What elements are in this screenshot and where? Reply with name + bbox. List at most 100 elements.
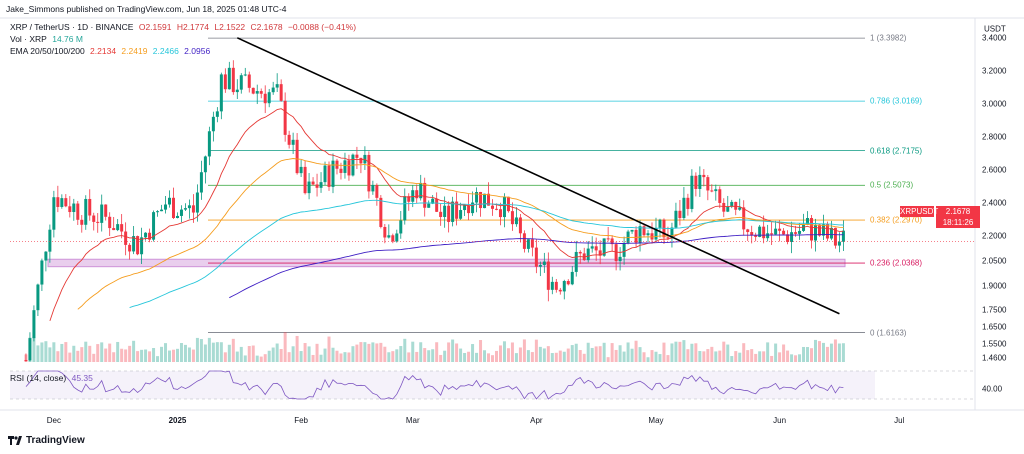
volume-bar <box>128 345 132 362</box>
volume-bar <box>179 343 183 362</box>
volume-bar <box>267 350 271 362</box>
candle-body <box>810 218 814 241</box>
candle-body <box>100 204 104 223</box>
volume-bar <box>802 346 806 362</box>
ema200-value: 2.0956 <box>184 46 211 56</box>
candle-body <box>510 211 514 225</box>
volume-bar <box>299 351 303 362</box>
candle-body <box>602 238 606 256</box>
price-tag-countdown: 18:11:26 <box>942 218 974 227</box>
volume-bar <box>160 346 164 362</box>
volume-bar <box>702 351 706 362</box>
volume-bar <box>770 355 774 362</box>
candle-body <box>714 189 718 192</box>
candle-body <box>164 204 168 210</box>
candle-body <box>514 217 518 225</box>
candle-body <box>355 154 359 158</box>
volume-bar <box>303 343 307 362</box>
fib-level-label: 0.5 (2.5073) <box>870 180 914 190</box>
volume-bar <box>443 350 447 362</box>
candle-body <box>718 189 722 203</box>
candle-body <box>391 235 395 242</box>
volume-bar <box>610 343 614 362</box>
tradingview-logo[interactable]: TradingView <box>8 435 85 446</box>
candle-body <box>479 192 483 209</box>
volume-bar <box>387 352 391 362</box>
candle-body <box>259 91 263 94</box>
candle-body <box>837 241 841 246</box>
candle-body <box>610 238 614 245</box>
volume-bar <box>287 352 291 362</box>
volume-bar <box>263 354 267 362</box>
volume-bar <box>219 342 223 362</box>
volume-bar <box>829 343 833 362</box>
volume-bar <box>459 348 463 362</box>
candle-body <box>295 139 299 174</box>
volume-bar <box>247 346 251 362</box>
volume-bar <box>343 352 347 362</box>
candle-body <box>742 207 746 230</box>
candle-body <box>710 190 714 192</box>
volume-bar <box>506 348 510 362</box>
volume-bar <box>754 353 758 362</box>
volume-bar <box>411 341 415 362</box>
candle-body <box>722 202 726 212</box>
candle-body <box>128 244 132 252</box>
volume-bar <box>634 340 638 362</box>
fib-level-label: 0.618 (2.7175) <box>870 146 923 156</box>
volume-bar <box>60 343 64 362</box>
candle-body <box>770 233 774 235</box>
volume-bar <box>116 341 120 362</box>
volume-bar <box>24 354 28 362</box>
volume-bar <box>279 349 283 362</box>
ema-label[interactable]: EMA 20/50/100/200 <box>10 46 85 56</box>
candle-body <box>614 244 618 262</box>
candle-body <box>80 219 84 225</box>
volume-bar <box>367 343 371 362</box>
candle-body <box>562 281 566 292</box>
candle-body <box>92 215 96 222</box>
volume-bar <box>156 356 160 362</box>
volume-bar <box>837 343 841 362</box>
volume-bar <box>730 356 734 362</box>
ohlc-close: C2.1678 <box>250 22 283 32</box>
candle-body <box>786 234 790 242</box>
volume-bar <box>183 344 187 362</box>
candle-body <box>459 210 463 219</box>
ema50-value: 2.2419 <box>121 46 148 56</box>
volume-bar <box>327 336 331 362</box>
candle-body <box>96 221 100 223</box>
candle-body <box>68 206 72 213</box>
descending-trendline <box>236 37 840 315</box>
candle-body <box>60 198 64 207</box>
candle-body <box>654 227 658 240</box>
candle-body <box>140 237 144 255</box>
volume-bar <box>439 354 443 362</box>
candle-body <box>570 271 574 285</box>
y-tick-label: 3.0000 <box>982 99 1007 109</box>
candle-body <box>682 197 686 219</box>
candle-body <box>586 248 590 261</box>
candle-body <box>411 190 415 202</box>
symbol-line[interactable]: XRP / TetherUS · 1D · BINANCE <box>10 22 134 32</box>
volume-bar <box>36 345 40 362</box>
fib-level-label: 0 (1.6163) <box>870 328 907 338</box>
volume-bar <box>319 354 323 362</box>
candle-body <box>754 235 758 237</box>
candle-body <box>758 226 762 237</box>
x-tick-label: 2025 <box>168 416 187 425</box>
volume-bar <box>92 353 96 362</box>
volume-bar <box>403 338 407 362</box>
rsi-header[interactable]: RSI (14, close) 45.35 <box>10 373 93 383</box>
volume-bar <box>471 344 475 362</box>
x-tick-label: Mar <box>405 416 420 425</box>
volume-bar <box>742 343 746 362</box>
volume-bar <box>626 342 630 362</box>
candle-body <box>698 174 702 189</box>
volume-label[interactable]: Vol · XRP <box>10 34 47 44</box>
candle-body <box>267 92 271 104</box>
volume-bar <box>726 344 730 362</box>
volume-bar <box>530 352 534 362</box>
candle-body <box>686 197 690 209</box>
